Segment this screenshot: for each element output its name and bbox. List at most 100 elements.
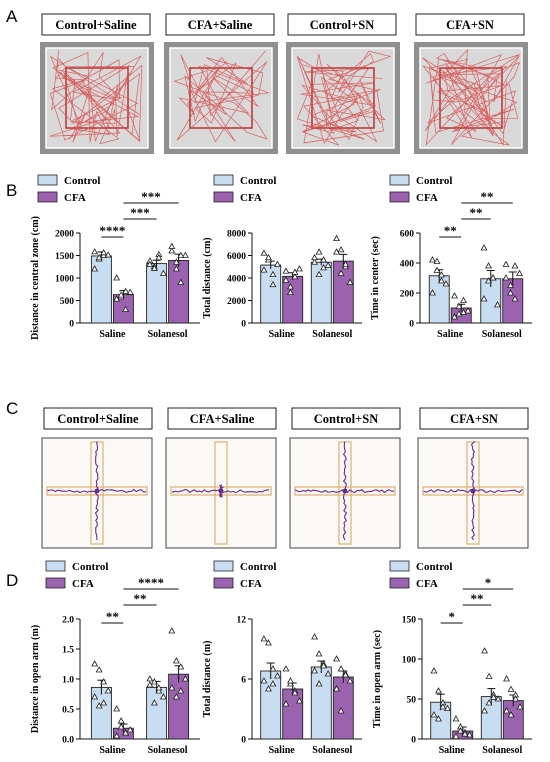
arena-2: CFA+Saline bbox=[164, 13, 278, 154]
data-point bbox=[511, 295, 519, 302]
bar-cfa-saline bbox=[282, 275, 304, 324]
data-point bbox=[429, 256, 436, 263]
maze-2-title-box bbox=[167, 407, 277, 430]
arena-3-title-box bbox=[287, 13, 397, 36]
data-point bbox=[460, 296, 467, 303]
data-point bbox=[282, 700, 290, 707]
maze-4-title: CFA+SN bbox=[450, 412, 498, 426]
data-point bbox=[269, 665, 277, 672]
significance-label: *** bbox=[130, 205, 150, 220]
data-point bbox=[516, 269, 523, 276]
chart-time-in-open-arm: Control CFA 0 50 100 150 Saline Solanesol Time i… bbox=[372, 560, 532, 756]
data-point bbox=[342, 260, 350, 267]
data-point bbox=[172, 693, 180, 700]
data-point bbox=[460, 308, 467, 315]
data-point bbox=[438, 277, 445, 284]
data-point bbox=[465, 731, 473, 738]
maze-4-title-box bbox=[419, 407, 529, 430]
data-point bbox=[91, 693, 99, 700]
legend-label-cfa: CFA bbox=[240, 192, 262, 204]
data-point bbox=[295, 265, 303, 272]
data-point bbox=[430, 711, 438, 718]
data-point bbox=[122, 287, 130, 294]
y-tick-label: 4000 bbox=[227, 275, 246, 285]
panel-letter-a: A bbox=[6, 7, 18, 26]
maze-1: Control+Saline bbox=[41, 407, 153, 549]
arena-2-title: CFA+Saline bbox=[188, 18, 253, 32]
data-point bbox=[485, 699, 493, 706]
data-point bbox=[346, 278, 354, 285]
data-point bbox=[168, 684, 176, 691]
data-point bbox=[126, 726, 134, 733]
data-point bbox=[324, 670, 332, 677]
legend-swatch-control bbox=[213, 560, 234, 572]
data-point bbox=[264, 253, 272, 261]
x-tick-label: Solanesol bbox=[312, 329, 352, 340]
data-point bbox=[100, 678, 108, 685]
data-point bbox=[104, 687, 112, 694]
y-tick-label: 6000 bbox=[227, 252, 246, 262]
y-tick-label: 200 bbox=[400, 290, 415, 300]
data-point bbox=[324, 261, 332, 269]
data-point bbox=[485, 672, 493, 679]
data-point bbox=[100, 699, 108, 706]
data-point bbox=[273, 260, 281, 267]
data-point bbox=[113, 274, 121, 281]
data-point bbox=[291, 273, 299, 280]
data-point bbox=[282, 665, 290, 672]
data-point bbox=[311, 633, 319, 640]
data-point bbox=[282, 276, 290, 283]
data-point bbox=[150, 264, 158, 271]
y-tick-label: 0 bbox=[411, 736, 416, 746]
y-tick-label: 600 bbox=[400, 230, 415, 240]
data-point bbox=[269, 270, 277, 278]
arena-4: CFA+SN bbox=[414, 13, 528, 154]
data-point bbox=[150, 678, 158, 685]
data-point bbox=[333, 685, 341, 692]
data-point bbox=[503, 675, 511, 682]
data-point bbox=[507, 289, 514, 296]
data-point bbox=[264, 639, 272, 646]
bar-control-saline bbox=[260, 264, 282, 324]
data-point bbox=[485, 262, 492, 269]
legend-label-cfa: CFA bbox=[416, 578, 438, 590]
chart-total-distance-open-field: Control CFA 0 2000 4000 6000 8000 Saline Solanes… bbox=[202, 174, 362, 340]
data-point bbox=[282, 267, 290, 274]
maze-1-trace bbox=[47, 441, 147, 541]
chart-time-in-center: Control CFA 0 200 400 600 Saline Solanesol Time … bbox=[370, 174, 532, 340]
data-point bbox=[269, 280, 277, 288]
data-point bbox=[455, 302, 463, 309]
bar-cfa-solanesol bbox=[332, 260, 354, 324]
y-axis-label: Distance in central zone (cm) bbox=[30, 216, 41, 340]
maze-1-title: Control+Saline bbox=[57, 412, 139, 426]
data-point bbox=[286, 677, 294, 684]
data-point bbox=[159, 693, 167, 700]
data-point bbox=[291, 689, 299, 696]
data-point bbox=[507, 711, 515, 718]
maze-3-trace bbox=[295, 441, 394, 541]
panel-c-row: Control+Saline CFA+Saline Control+SN CFA… bbox=[41, 407, 529, 549]
arena-3-title: Control+SN bbox=[310, 18, 375, 32]
data-point bbox=[451, 292, 458, 299]
legend-label-control: Control bbox=[416, 561, 452, 573]
chart-central-distance: Control CFA 0 500 1000 1500 2000 Saline Solaneso… bbox=[30, 174, 200, 340]
data-point bbox=[159, 269, 167, 276]
panel-letter-d: D bbox=[6, 571, 18, 590]
data-point bbox=[91, 248, 99, 255]
y-tick-label: 8000 bbox=[227, 230, 246, 240]
data-point bbox=[315, 680, 323, 687]
significance-label: ** bbox=[134, 591, 147, 606]
data-point bbox=[95, 253, 103, 261]
arena-4-track bbox=[422, 49, 521, 146]
legend-swatch-control bbox=[45, 560, 66, 572]
arena-1-center-zone bbox=[65, 67, 129, 129]
data-point bbox=[95, 702, 103, 709]
significance-label: **** bbox=[138, 575, 164, 590]
maze-3-title: Control+SN bbox=[314, 412, 379, 426]
data-point bbox=[260, 266, 268, 273]
data-point bbox=[503, 707, 511, 714]
y-tick-label: 1500 bbox=[55, 252, 74, 262]
data-point bbox=[480, 295, 488, 302]
data-point bbox=[172, 265, 180, 272]
arena-4-center-zone bbox=[439, 67, 503, 129]
